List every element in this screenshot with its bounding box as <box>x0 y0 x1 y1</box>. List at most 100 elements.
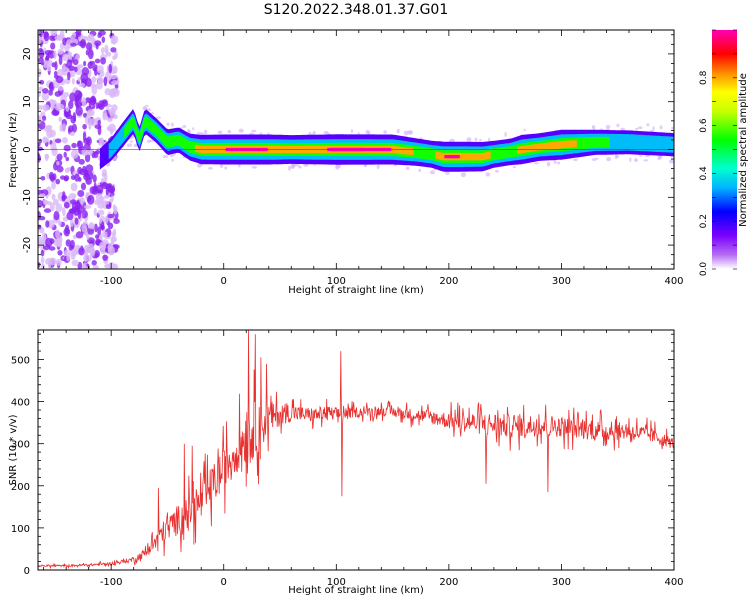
noise-dot <box>49 203 55 212</box>
noise-dot <box>44 50 53 55</box>
noise-dot <box>407 130 414 135</box>
noise-dot <box>89 118 98 127</box>
noise-dot <box>77 77 82 82</box>
spectrogram-x-tick-label: 100 <box>327 276 346 287</box>
noise-dot <box>41 91 49 101</box>
noise-dot <box>47 59 53 66</box>
noise-dot <box>88 98 92 109</box>
noise-dot <box>107 117 113 123</box>
noise-dot <box>45 153 49 162</box>
noise-dot <box>101 36 106 43</box>
noise-dot <box>56 161 60 166</box>
noise-dot <box>57 48 64 55</box>
noise-dot <box>105 49 109 55</box>
noise-dot <box>80 182 87 191</box>
noise-dot <box>38 47 43 53</box>
noise-dot <box>38 105 44 110</box>
noise-dot <box>616 123 620 128</box>
colorbar: 0.0 0.2 0.4 0.6 0.8 Normalized spectral ampl… <box>699 29 749 276</box>
noise-dot <box>50 42 56 50</box>
noise-dot <box>634 157 637 162</box>
noise-dot <box>126 143 133 147</box>
noise-dot <box>51 109 60 116</box>
noise-dot <box>58 220 62 227</box>
noise-dot <box>637 126 643 129</box>
noise-dot <box>53 71 58 76</box>
noise-dot <box>58 117 63 122</box>
noise-dot <box>43 31 50 42</box>
noise-dot <box>95 102 99 110</box>
noise-dot <box>192 127 195 131</box>
noise-dot <box>87 49 94 60</box>
noise-dot <box>109 127 114 135</box>
spectrogram-y-tick-label: 20 <box>22 48 33 61</box>
noise-dot <box>84 204 92 209</box>
noise-dot <box>95 234 100 239</box>
noise-dot <box>90 95 96 103</box>
noise-dot <box>61 196 66 202</box>
snr-panel: -100 0 100 200 300 400 0 100 200 300 400 500 Heigh… <box>8 329 684 596</box>
noise-dot <box>288 165 291 171</box>
noise-dot <box>45 257 53 266</box>
noise-dot <box>97 79 104 84</box>
noise-dot <box>69 92 76 102</box>
noise-dot <box>227 130 232 134</box>
noise-dot <box>68 100 74 110</box>
ridge-contour <box>517 140 577 154</box>
noise-dot <box>474 137 478 142</box>
noise-dot <box>67 71 71 81</box>
noise-dot <box>53 50 57 60</box>
noise-dot <box>85 177 92 185</box>
noise-dot <box>91 76 97 84</box>
noise-dot <box>557 161 561 165</box>
noise-dot <box>646 123 650 127</box>
noise-dot <box>197 163 202 168</box>
noise-dot <box>363 164 367 168</box>
noise-dot <box>95 42 99 50</box>
noise-dot <box>45 237 53 248</box>
snr-x-tick-label: 200 <box>439 577 458 588</box>
noise-dot <box>55 75 64 84</box>
noise-dot <box>251 166 257 169</box>
noise-dot <box>95 184 104 194</box>
spectrogram-x-axis-label: Height of straight line (km) <box>288 285 424 296</box>
noise-dot <box>63 249 71 257</box>
snr-x-axis-label: Height of straight line (km) <box>288 585 424 596</box>
noise-dot <box>57 250 63 256</box>
noise-dot <box>75 106 83 116</box>
snr-x-ticks: -100 0 100 200 300 400 <box>43 330 684 588</box>
noise-dot <box>57 103 65 110</box>
noise-dot <box>523 128 526 132</box>
noise-dot <box>92 264 100 269</box>
noise-dot <box>546 161 551 167</box>
noise-dot <box>94 223 98 233</box>
noise-dot <box>64 201 70 209</box>
noise-dot <box>63 144 71 152</box>
noise-dot <box>102 109 107 119</box>
noise-dot <box>57 86 64 91</box>
noise-dot <box>50 142 57 152</box>
noise-dot <box>70 42 77 47</box>
snr-y-tick-label: 0 <box>24 566 30 577</box>
spectrogram-y-tick-label: -20 <box>22 237 33 253</box>
noise-dot <box>75 231 84 239</box>
noise-dot <box>42 115 47 121</box>
noise-dot <box>668 159 674 164</box>
noise-dot <box>39 30 43 38</box>
noise-dot <box>97 209 105 216</box>
colorbar-gradient <box>712 30 737 269</box>
noise-dot <box>38 216 46 221</box>
noise-dot <box>55 178 61 185</box>
noise-dot <box>38 146 44 151</box>
noise-dot <box>83 265 88 269</box>
noise-dot <box>78 82 86 88</box>
snr-frame <box>37 329 675 571</box>
chart-title: S120.2022.348.01.37.G01 <box>263 2 449 18</box>
noise-dot <box>80 39 87 49</box>
noise-dot <box>53 210 60 221</box>
noise-dot <box>48 246 56 251</box>
noise-dot <box>573 158 578 162</box>
noise-dot <box>38 115 42 124</box>
noise-dot <box>112 228 117 237</box>
